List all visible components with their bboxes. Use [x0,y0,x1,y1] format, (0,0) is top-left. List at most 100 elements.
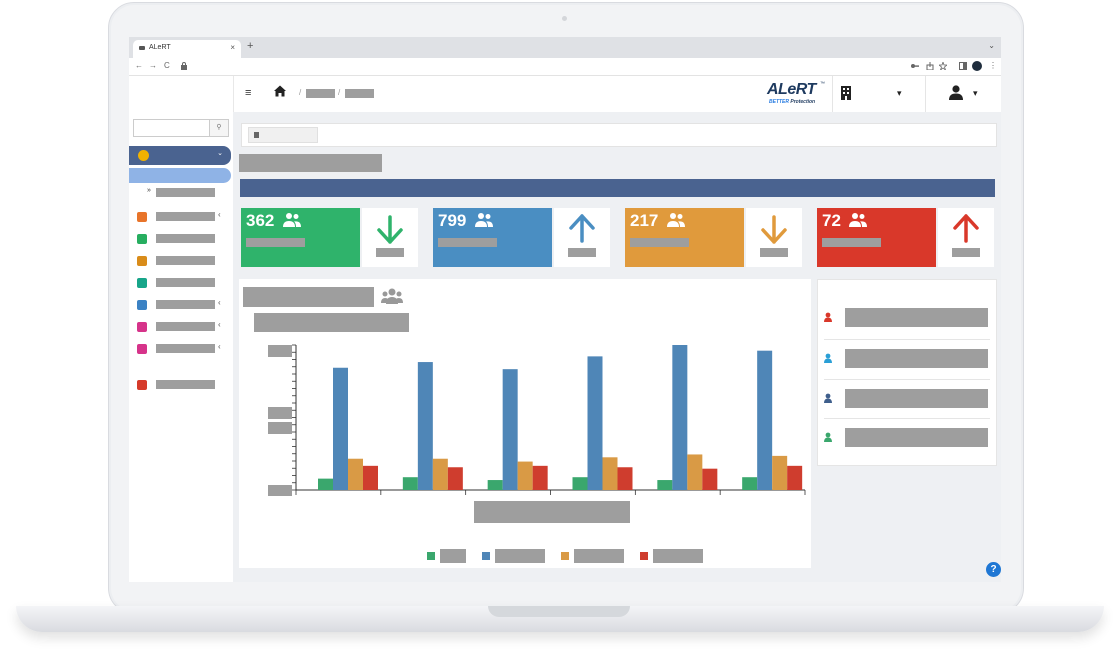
home-icon[interactable] [273,84,287,98]
stat-card-trend [554,208,610,267]
browser-tab[interactable]: ALeRT × [133,40,241,58]
y-tick-label [268,485,292,496]
user-plus-icon [824,312,832,322]
laptop-notch [488,606,630,617]
breadcrumb-item[interactable] [306,89,335,98]
key-icon[interactable] [911,62,919,70]
sidebar-toggle-icon[interactable]: ≡ [245,87,252,99]
sidebar-item[interactable]: ‹ [129,209,233,225]
legend-label [495,549,545,563]
address-book-icon [137,256,147,266]
back-icon[interactable]: ← [135,61,143,70]
breadcrumb-separator: / [338,88,341,97]
summary-row [818,343,996,373]
sidebar-item[interactable] [129,253,233,269]
chart-bar [672,345,688,490]
filter-select[interactable] [248,127,318,143]
chart-bar [532,465,548,490]
settings-gear-icon [137,322,147,332]
sidebar-item[interactable]: ‹ [129,319,233,335]
summary-row-label [845,349,988,368]
browser-menu-icon[interactable]: ⋮ [989,61,997,70]
share-icon[interactable] [926,62,934,70]
browser-tabbar: ALeRT × + ⌄ [129,37,1001,58]
summary-row [818,383,996,413]
sidebar-item[interactable] [129,275,233,291]
logout-icon [137,380,147,390]
legend-swatch [482,552,490,560]
user-icon[interactable] [949,85,963,100]
chart-bar [333,367,348,490]
sidebar-item[interactable] [129,377,233,393]
document-icon [137,344,147,354]
stat-card-main: 362 [241,208,360,267]
logo-area [129,76,234,112]
navbar-divider [832,76,833,112]
subitem-marker-icon: » [147,187,151,194]
stat-card-main: 799 [433,208,552,267]
sidebar-search-input[interactable] [133,119,211,137]
building-icon[interactable] [841,86,851,100]
user-cog-icon [824,353,832,363]
star-icon[interactable] [939,62,947,70]
address-bar[interactable] [177,61,897,72]
chart-bar [602,457,618,490]
chevron-left-icon: ‹ [218,298,221,307]
reload-icon[interactable]: C [164,61,170,70]
stat-card: 362 [241,208,418,267]
chart-subtitle [254,313,409,332]
tab-search-icon[interactable]: ⌄ [988,41,995,50]
summary-row-label [845,428,988,447]
breadcrumb-separator: / [299,88,302,97]
chart-bar [772,455,788,490]
brand-tagline: BETTER Protection [769,99,816,105]
bar-chart [268,344,806,563]
sidebar-item[interactable]: ‹ [129,297,233,313]
arrow-down-icon [761,215,787,244]
chevron-left-icon: ‹ [218,210,221,219]
organization-dropdown-caret[interactable]: ▾ [897,88,902,98]
forward-icon[interactable]: → [149,61,157,70]
sidebar-item-dashboard[interactable]: ⌄ [129,146,231,165]
sidebar-item-label [156,344,215,353]
stat-trend-label [952,248,980,257]
app: ≡ / / ALeRT ™ BETTER Protection ▾ ▾ ⚲ ⌄ [129,76,1001,582]
sidebar-subitem-active[interactable] [129,168,231,183]
chart-bar [517,461,533,490]
tab-close-icon[interactable]: × [230,43,235,52]
chart-bar [432,458,448,490]
y-tick-label [268,422,292,434]
help-icon[interactable]: ? [986,562,1001,577]
chart-bar [318,478,333,490]
stat-card: 217 [625,208,802,267]
legend-label [653,549,703,563]
screen: ALeRT × + ⌄ ← → C ⋮ ≡ / / ALeRT ™ [129,37,1001,582]
new-tab-button[interactable]: + [247,40,254,52]
chart-bar [402,477,418,490]
section-header-band [240,179,995,197]
search-icon[interactable]: ⚲ [209,119,229,137]
sidebar-icon[interactable] [959,62,967,70]
profile-icon[interactable] [972,61,982,71]
sidebar-subitem[interactable] [156,188,215,197]
arrow-down-icon [377,215,403,244]
sidebar-item-label [156,212,215,221]
stat-trend-label [568,248,596,257]
contact-card-icon [137,212,147,222]
users-icon [475,213,493,227]
sidebar-item-label [156,380,215,389]
page-title [239,154,382,172]
summary-row-label [845,389,988,408]
user-dropdown-caret[interactable]: ▾ [973,88,978,98]
stat-card-trend [746,208,802,267]
chart-bar [502,369,518,490]
summary-row [818,422,996,452]
user-share-icon [137,278,147,288]
stat-card: 72 [817,208,994,267]
side-summary-card [817,279,997,466]
sidebar-item[interactable]: ‹ [129,341,233,357]
summary-divider [824,418,990,419]
camera-dot [562,16,567,21]
sidebar-item[interactable] [129,231,233,247]
chart-bar [657,480,673,490]
